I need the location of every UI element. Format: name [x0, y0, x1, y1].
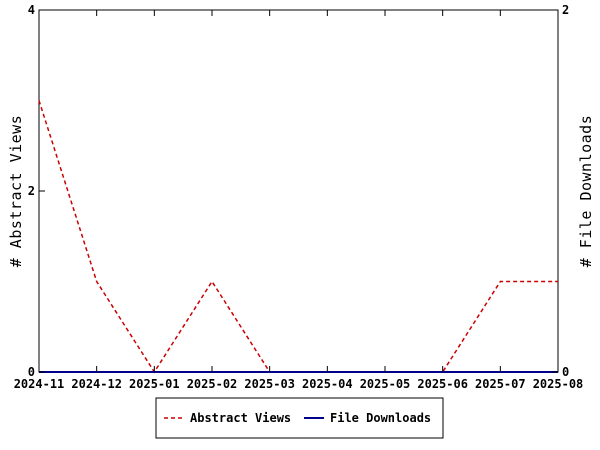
y-axis-label-right: # File Downloads [577, 115, 595, 268]
y-tick-label-left: 0 [28, 365, 35, 379]
y-tick-label-right: 0 [562, 365, 569, 379]
x-tick-label: 2025-06 [417, 377, 468, 391]
series-line-abstract-views [38, 100, 558, 374]
series-layer [38, 100, 558, 374]
plot-axes [38, 9, 559, 373]
y-tick-label-right: 2 [562, 3, 569, 17]
x-tick-label: 2025-02 [187, 377, 238, 391]
x-tick-label: 2025-01 [129, 377, 180, 391]
legend-box [155, 397, 444, 439]
y-tick-label-left: 4 [28, 3, 35, 17]
x-tick-label: 2025-08 [533, 377, 584, 391]
y-tick-label-left: 2 [28, 184, 35, 198]
legend-label-file-downloads: File Downloads [330, 411, 431, 425]
plot-frame [38, 9, 559, 373]
legend: Abstract Views File Downloads [155, 397, 444, 439]
x-tick-label: 2025-05 [360, 377, 411, 391]
x-tick-label: 2024-11 [14, 377, 65, 391]
x-tick-label: 2024-12 [71, 377, 122, 391]
y-axis-label-left: # Abstract Views [7, 115, 25, 268]
ticks-layer: 2024-11 2024-12 2025-01 2025-02 2025-03 2025-… [14, 3, 584, 391]
x-tick-label: 2025-04 [302, 377, 353, 391]
legend-label-abstract-views: Abstract Views [190, 411, 291, 425]
x-tick-label: 2025-03 [244, 377, 295, 391]
x-tick-label: 2025-07 [475, 377, 526, 391]
